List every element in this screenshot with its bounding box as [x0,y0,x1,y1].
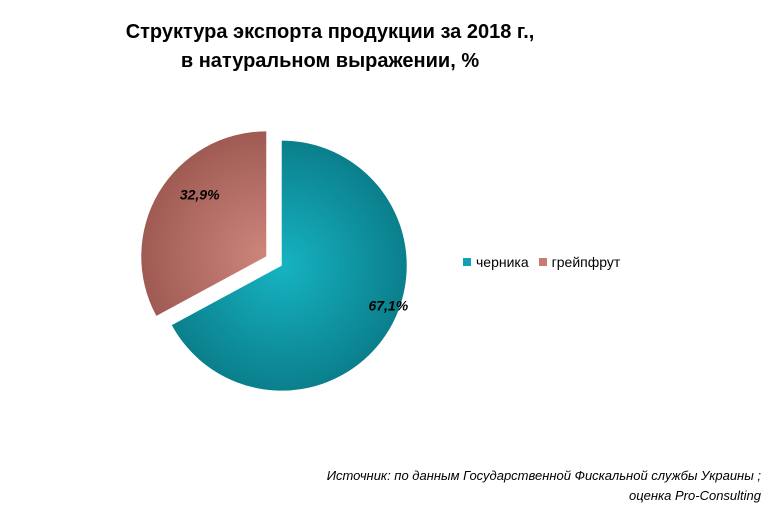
pie-slice-blueberry [171,140,407,391]
legend-item-blueberry: черника [463,254,529,270]
legend-label-blueberry: черника [476,254,529,270]
source-note: Источник: по данным Государственной Фиск… [327,466,761,506]
chart-title-line-2: в натуральном выражении, % [180,50,480,72]
source-line-1: Источник: по данным Государственной Фиск… [326,468,761,483]
legend-item-grapefruit: грейпфрут [538,254,621,270]
legend-label-grapefruit: грейпфрут [551,254,621,270]
chart-title-line-1: Структура экспорта продукции за 2018 г., [125,21,535,43]
chart-title: Структура экспорта продукции за 2018 г.,… [60,18,600,76]
legend-swatch-blueberry [463,258,471,266]
data-label-blueberry: 67,1% [368,297,408,313]
data-label-grapefruit: 32,9% [180,187,220,203]
pie-slice-grapefruit [141,131,267,316]
legend: черника грейпфрут [463,254,630,270]
legend-swatch-grapefruit [538,258,547,266]
source-line-2: оценка Pro-Consulting [628,488,761,503]
